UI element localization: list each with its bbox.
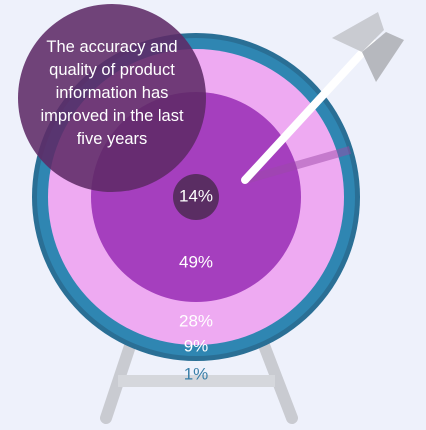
title-bubble	[18, 4, 206, 192]
value-label: 1%	[184, 364, 209, 383]
value-label: 14%	[179, 186, 213, 205]
arrow-shaft	[241, 38, 376, 184]
arrow	[241, 12, 404, 184]
arrow-shadow	[243, 146, 352, 184]
value-label: 9%	[184, 336, 209, 355]
chart-title: The accuracy and quality of product info…	[40, 38, 184, 148]
arrow-feather	[362, 32, 404, 82]
value-label: 49%	[179, 252, 213, 271]
target-ring	[173, 174, 219, 220]
arrow-feather	[332, 12, 384, 52]
value-label: 28%	[179, 311, 213, 330]
stand-leg	[256, 334, 298, 424]
